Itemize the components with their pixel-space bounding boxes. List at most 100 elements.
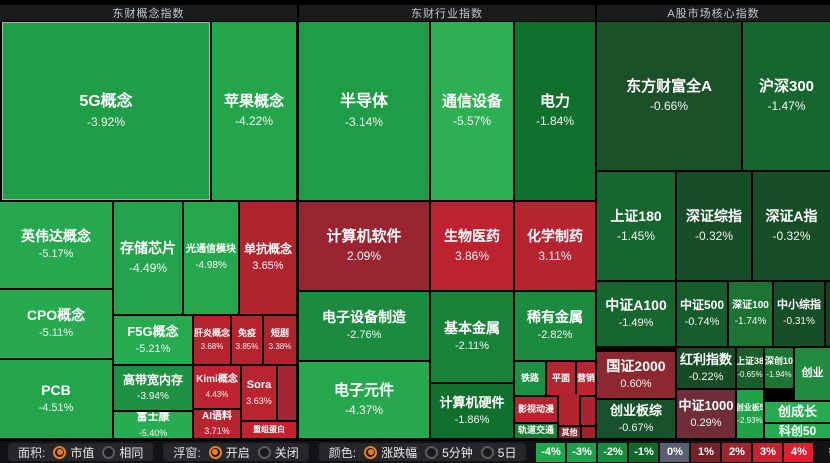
radio-option[interactable]: 涨跌幅 (364, 444, 417, 461)
treemap-tile[interactable]: Sora 3.63% (242, 366, 276, 420)
settings-gear-icon[interactable]: ⚙ (827, 444, 830, 460)
treemap-tile[interactable]: PCB -4.51% (0, 360, 112, 438)
tile-change: 3.11% (538, 248, 572, 263)
treemap-tile[interactable]: 短剧 3.38% (264, 316, 296, 364)
treemap-tile[interactable]: 沪深300 -1.47% (743, 22, 830, 170)
treemap-tile[interactable]: 化学制药 3.11% (515, 202, 595, 290)
tile-name: 肝炎概念 (194, 327, 230, 338)
treemap-tile[interactable]: 稀有金属 -2.82% (515, 292, 595, 360)
treemap-tile[interactable]: 中小综指 -0.31% (774, 282, 824, 346)
treemap-tile[interactable]: 苹果概念 -4.22% (212, 22, 296, 200)
treemap-tile[interactable] (559, 394, 579, 425)
treemap-tile[interactable]: 东方财富全A -0.66% (597, 22, 741, 170)
tile-change: 3.71% (204, 426, 230, 437)
tile-name: 计算机硬件 (439, 394, 505, 410)
treemap-tile[interactable] (581, 397, 595, 425)
radio-option[interactable]: 市值 (53, 444, 94, 461)
tile-change: -2.93% (737, 415, 763, 425)
radio-icon[interactable] (364, 445, 378, 459)
treemap-tile[interactable]: 中证A100 -1.49% (597, 282, 675, 346)
radio-option[interactable]: 5日 (480, 444, 516, 461)
treemap-tile[interactable]: 创成长 (765, 402, 830, 422)
treemap-tile[interactable]: 计算机软件 2.09% (299, 202, 429, 290)
treemap-tile[interactable]: 富士康 -5.40% (114, 412, 192, 438)
treemap-tile[interactable]: CPO概念 -5.11% (0, 290, 112, 358)
treemap-tile[interactable]: 免疫 3.85% (232, 316, 262, 364)
treemap-tile[interactable]: 重组蛋白 (242, 422, 296, 438)
tile-change: -0.65% (737, 370, 763, 380)
treemap-tile[interactable]: Kimi概念 4.43% (194, 366, 240, 408)
radio-icon[interactable] (480, 445, 494, 459)
scale-chip[interactable]: -3% (567, 442, 597, 462)
tile-change: -0.22% (688, 370, 724, 383)
treemap-tile[interactable]: AI语料 3.71% (194, 410, 240, 438)
scale-chip[interactable]: 3% (753, 442, 783, 462)
scale-chip[interactable]: -2% (598, 442, 628, 462)
treemap-tile[interactable]: 单抗概念 3.65% (240, 202, 296, 314)
radio-icon[interactable] (208, 445, 222, 459)
radio-icon[interactable] (102, 445, 116, 459)
treemap-tile[interactable]: 影视动漫 (515, 397, 557, 422)
treemap-tile[interactable]: 光通信模块 -4.98% (184, 202, 238, 314)
tile-name: 基本金属 (444, 319, 500, 336)
tile-name: 单抗概念 (243, 242, 292, 257)
treemap-tile[interactable]: 高带宽内存 -3.94% (114, 366, 192, 410)
treemap-tile[interactable]: 铁路 (515, 362, 545, 395)
tile-name: 免疫 (237, 327, 256, 338)
scale-chip[interactable]: 0% (660, 442, 690, 462)
radio-icon[interactable] (53, 445, 67, 459)
treemap-tile[interactable]: 科创50 (765, 424, 830, 438)
treemap-tile[interactable]: 创业板综 -0.67% (597, 400, 675, 438)
treemap-tile[interactable]: 上证38 -0.65% (737, 348, 763, 388)
scale-chip[interactable]: 1% (691, 442, 721, 462)
tile-name: 光通信模块 (186, 244, 236, 255)
treemap-tile[interactable]: 创业 (795, 348, 830, 400)
scale-chip[interactable]: -1% (629, 442, 659, 462)
group-label: 浮窗: (173, 445, 201, 460)
treemap-tile[interactable]: 其他 (559, 427, 580, 438)
treemap-tile[interactable] (582, 427, 595, 438)
scale-chip[interactable]: 4% (784, 442, 814, 462)
tile-change: 3.68% (200, 342, 224, 352)
radio-option-label: 相同 (119, 445, 144, 460)
radio-option[interactable]: 相同 (102, 444, 143, 461)
treemap-tile[interactable]: 5G概念 -3.92% (2, 22, 210, 200)
treemap-tile[interactable] (826, 282, 830, 346)
scale-chip[interactable]: 2% (722, 442, 752, 462)
treemap-tile[interactable]: 深创10 -1.94% (765, 348, 793, 388)
treemap-tile[interactable]: 生物医药 3.86% (431, 202, 513, 290)
treemap-tile[interactable]: 深证100 -1.74% (729, 282, 772, 346)
treemap-tile[interactable]: 平面 (547, 362, 575, 395)
treemap-tile[interactable]: 中证500 -0.74% (677, 282, 727, 346)
tile-name: 中小综指 (777, 299, 821, 312)
tile-name: 半导体 (339, 93, 388, 110)
treemap-tile[interactable]: 存储芯片 -4.49% (114, 202, 182, 314)
treemap-tile[interactable]: 创业板5 -2.93% (737, 390, 763, 438)
treemap-tile[interactable]: 红利指数 -0.22% (677, 348, 735, 388)
treemap-tile[interactable]: 深证综指 -0.32% (677, 172, 751, 280)
treemap-tile[interactable]: 基本金属 -2.11% (431, 292, 513, 382)
treemap-tile[interactable]: 电子设备制造 -2.76% (299, 292, 429, 360)
treemap-tile[interactable]: 肝炎概念 3.68% (194, 316, 230, 364)
radio-option[interactable]: 关闭 (257, 444, 299, 461)
radio-icon[interactable] (425, 445, 439, 459)
treemap-tile[interactable]: 中证1000 0.29% (677, 390, 735, 438)
treemap-tile[interactable]: 半导体 -3.14% (299, 22, 429, 200)
treemap-tile[interactable]: 轨道交通 (515, 424, 557, 438)
treemap-tile[interactable]: 上证180 -1.45% (597, 172, 675, 280)
radio-option[interactable]: 5分钟 (425, 444, 473, 461)
radio-option[interactable]: 开启 (208, 444, 250, 461)
treemap-tile[interactable]: 计算机硬件 -1.86% (431, 384, 513, 438)
treemap-tile[interactable]: 深证A指 -0.32% (753, 172, 830, 280)
treemap-tile[interactable]: 通信设备 -5.57% (431, 22, 513, 200)
tile-name: 中证500 (679, 298, 725, 313)
treemap-tile[interactable]: 营销 (577, 362, 595, 395)
treemap-tile[interactable]: 国证2000 0.60% (597, 352, 675, 398)
radio-icon[interactable] (257, 445, 271, 459)
treemap-tile[interactable]: 电子元件 -4.37% (299, 362, 429, 438)
scale-chip[interactable]: -4% (536, 442, 566, 462)
treemap-tile[interactable] (278, 366, 296, 420)
treemap-tile[interactable]: 英伟达概念 -5.17% (0, 202, 112, 288)
treemap-tile[interactable]: F5G概念 -5.21% (114, 316, 192, 364)
treemap-tile[interactable]: 电力 -1.84% (515, 22, 595, 200)
